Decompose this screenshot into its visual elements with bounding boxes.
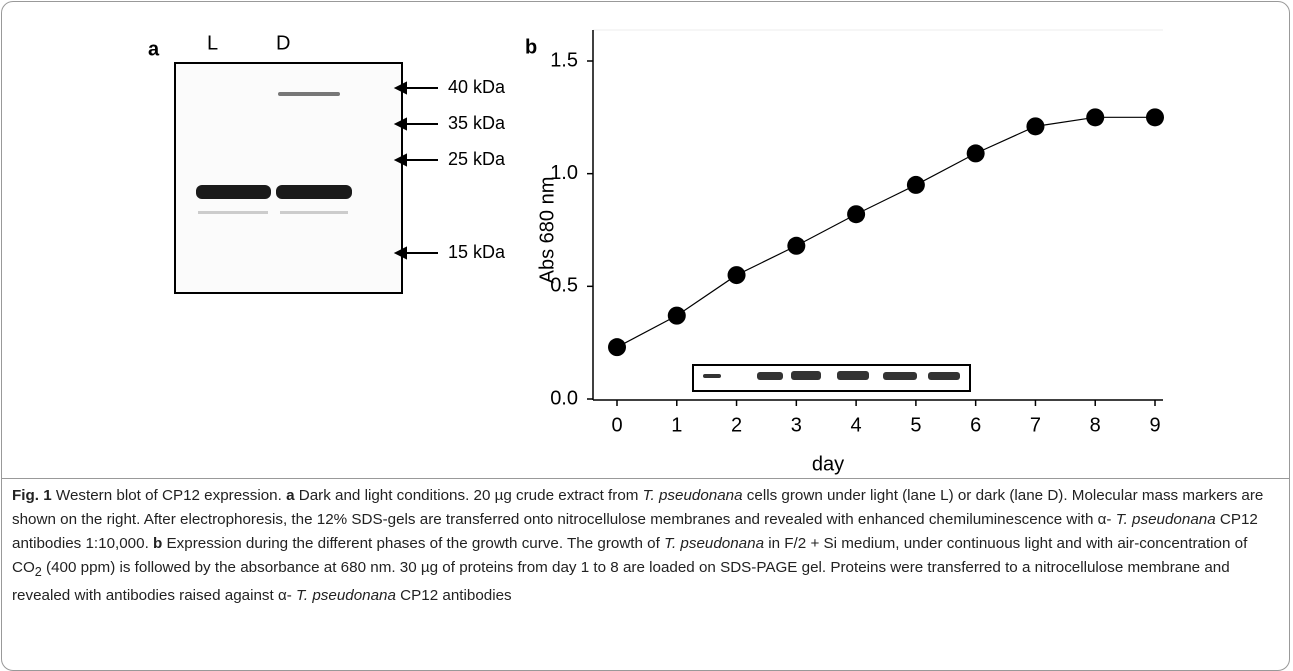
separator: [1, 478, 1290, 479]
x-tick-label: 3: [791, 414, 802, 436]
panel-label: b: [525, 36, 537, 58]
y-axis-label: Abs 680 nm: [536, 177, 558, 284]
data-point: [847, 205, 866, 224]
band: [278, 92, 340, 96]
caption-text: (400 ppm) is followed by the absorbance …: [12, 559, 1230, 605]
data-line: [616, 116, 1155, 348]
caption: Fig. 1 Western blot of CP12 expression. …: [12, 484, 1280, 608]
marker-label: 40 kDa: [448, 77, 506, 97]
caption-text: b: [153, 535, 163, 552]
panel-label: a: [148, 38, 160, 60]
band: [280, 211, 348, 214]
caption-text: T. pseudonana: [664, 535, 765, 552]
marker-label: 25 kDa: [448, 149, 506, 169]
data-point: [1146, 108, 1164, 127]
caption-text: T. pseudonana: [642, 487, 743, 504]
x-tick-label: 1: [671, 414, 682, 436]
x-tick-label: 7: [1030, 414, 1041, 436]
data-point: [966, 144, 985, 163]
data-point: [608, 338, 626, 357]
caption-text: CP12 antibodies: [395, 587, 512, 605]
band: [198, 211, 268, 214]
x-tick-label: 2: [731, 414, 742, 436]
caption-text: Expression during the different phases o…: [162, 535, 665, 552]
y-tick-label: 1.0: [550, 162, 578, 184]
data-point: [787, 236, 806, 255]
x-tick-label: 9: [1149, 414, 1160, 436]
marker-arrows: [393, 81, 438, 260]
x-tick-label: 0: [611, 414, 622, 436]
inset-bands: [703, 371, 960, 380]
lane-label: D: [276, 32, 290, 54]
caption-text: Fig. 1: [12, 487, 52, 504]
x-tick-label: 4: [851, 414, 862, 436]
data-point: [667, 306, 686, 325]
data-point: [1086, 108, 1105, 127]
data-point: [1026, 117, 1045, 136]
band: [196, 185, 271, 199]
x-tick-label: 8: [1090, 414, 1101, 436]
data-point: [906, 175, 925, 194]
band: [276, 185, 352, 199]
caption-text: Western blot of CP12 expression.: [51, 487, 287, 504]
x-tick-label: 5: [910, 414, 921, 436]
y-tick-label: 1.5: [550, 49, 578, 71]
x-axis-label: day: [812, 453, 844, 475]
x-tick-label: 6: [970, 414, 981, 436]
caption-text: in F/2 + Si medium, under continuous lig…: [12, 535, 1248, 576]
y-tick-label: 0.0: [550, 387, 578, 409]
marker-label: 35 kDa: [448, 113, 506, 133]
caption-text: cells grown under light (lane L) or dark…: [12, 487, 1264, 528]
marker-label: 15 kDa: [448, 242, 506, 262]
caption-text: Dark and light conditions. 20 µg crude e…: [294, 487, 643, 504]
caption-text: 2: [34, 565, 42, 580]
caption-text: CP12 antibodies 1:10,000.: [12, 511, 1258, 552]
blot: [174, 62, 403, 294]
y-tick-label: 0.5: [550, 275, 578, 297]
data-point: [727, 266, 746, 285]
caption-text: T. pseudonana: [1115, 511, 1216, 528]
figure: a L D 40 kDa 35 kDa 25 kDa 15 kDa b Abs …: [148, 29, 1164, 475]
lane-label: L: [207, 32, 218, 54]
caption-text: T. pseudonana: [296, 587, 396, 605]
inset-blot: [692, 364, 971, 392]
caption-text: a: [286, 487, 295, 504]
